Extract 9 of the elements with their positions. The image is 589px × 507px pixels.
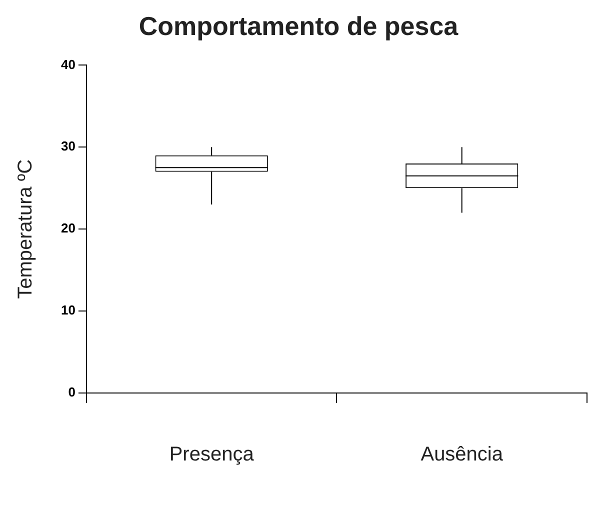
y-axis-title: Temperatura ºC: [14, 159, 37, 299]
y-tick-label: 30: [60, 138, 76, 154]
y-tick-label: 40: [60, 56, 76, 72]
y-tick-label: 20: [60, 220, 76, 236]
y-tick-label: 0: [68, 384, 76, 400]
x-tick-label: Presença: [169, 444, 255, 466]
y-tick-label: 10: [60, 302, 76, 318]
x-tick-label: Ausência: [420, 444, 504, 466]
chart-title: Comportamento de pesca: [138, 10, 459, 41]
